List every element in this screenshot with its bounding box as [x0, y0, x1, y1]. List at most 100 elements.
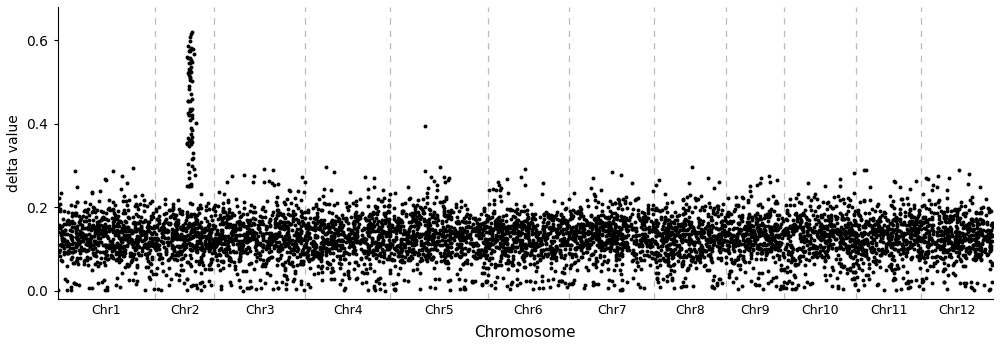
Point — [830, 245, 846, 251]
Point — [564, 235, 580, 240]
Point — [138, 234, 154, 239]
Point — [677, 275, 693, 281]
Point — [274, 279, 290, 285]
Point — [120, 225, 136, 230]
Point — [493, 254, 509, 259]
Point — [625, 247, 641, 252]
Point — [395, 231, 411, 237]
Point — [649, 276, 665, 282]
Point — [337, 235, 353, 240]
Point — [911, 237, 927, 242]
Point — [930, 242, 946, 248]
Point — [285, 217, 301, 222]
Point — [354, 232, 370, 238]
Point — [951, 250, 967, 256]
Point — [72, 248, 88, 254]
Point — [369, 241, 385, 247]
Point — [596, 254, 612, 259]
Point — [194, 244, 210, 249]
Point — [660, 218, 676, 223]
Point — [660, 221, 676, 226]
Point — [146, 226, 162, 231]
Point — [443, 240, 459, 246]
Point — [702, 227, 718, 232]
Point — [372, 250, 388, 255]
Point — [298, 226, 314, 231]
Point — [655, 230, 671, 236]
Point — [659, 230, 675, 236]
Point — [145, 214, 161, 220]
Point — [888, 234, 904, 240]
Point — [325, 236, 341, 242]
Point — [183, 229, 199, 235]
Point — [814, 215, 830, 220]
Point — [412, 221, 428, 227]
Point — [765, 236, 781, 242]
Point — [880, 223, 896, 229]
Point — [521, 223, 537, 229]
Point — [353, 256, 369, 262]
Point — [464, 241, 480, 247]
Point — [387, 286, 403, 292]
Point — [645, 188, 661, 194]
Point — [84, 285, 100, 290]
Point — [872, 252, 888, 257]
Point — [264, 232, 280, 238]
Point — [136, 244, 152, 249]
Point — [849, 222, 865, 228]
Point — [623, 221, 639, 226]
Point — [274, 219, 290, 225]
Point — [634, 243, 650, 248]
Point — [70, 231, 86, 237]
Point — [941, 217, 957, 222]
Point — [688, 233, 704, 239]
Point — [225, 225, 241, 230]
Point — [426, 265, 442, 271]
Point — [188, 216, 204, 221]
Point — [100, 206, 116, 212]
Point — [72, 255, 88, 261]
Point — [571, 215, 587, 221]
Point — [184, 163, 200, 169]
Point — [644, 228, 660, 234]
Point — [845, 242, 861, 248]
Point — [530, 232, 546, 237]
Point — [768, 198, 784, 203]
Point — [164, 234, 180, 239]
Point — [472, 252, 488, 258]
Point — [390, 271, 406, 277]
Point — [217, 235, 233, 240]
Point — [557, 238, 573, 244]
Point — [783, 259, 799, 264]
Point — [97, 242, 113, 247]
Point — [715, 239, 731, 245]
Point — [811, 203, 827, 209]
Point — [632, 237, 648, 242]
Point — [388, 218, 404, 223]
Point — [970, 241, 986, 246]
Point — [882, 220, 898, 226]
Point — [982, 247, 998, 253]
Point — [341, 231, 357, 237]
Point — [56, 208, 72, 214]
Point — [170, 253, 186, 258]
Point — [627, 197, 643, 203]
Point — [149, 225, 165, 230]
Point — [237, 249, 253, 254]
Point — [142, 200, 158, 205]
Point — [483, 241, 499, 246]
Point — [63, 233, 79, 239]
Point — [403, 223, 419, 229]
Point — [839, 271, 855, 276]
Point — [613, 172, 629, 178]
Point — [846, 247, 862, 253]
Point — [419, 231, 435, 237]
Point — [292, 261, 308, 267]
Point — [534, 278, 550, 284]
Point — [867, 226, 883, 231]
Point — [936, 210, 952, 215]
Point — [182, 242, 198, 248]
Point — [119, 262, 135, 267]
Point — [239, 211, 255, 217]
Point — [553, 221, 569, 226]
